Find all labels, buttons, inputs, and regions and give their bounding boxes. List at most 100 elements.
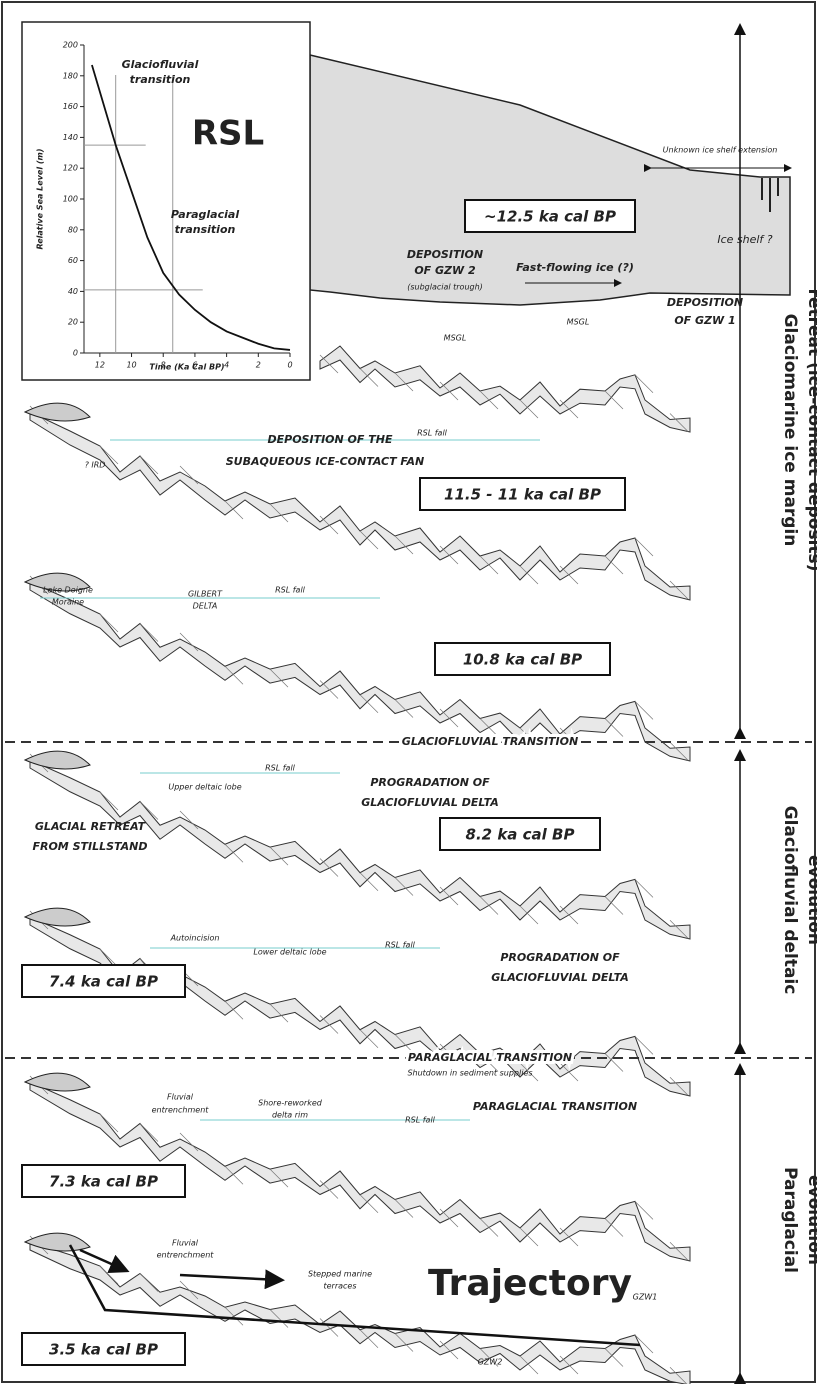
inset-frame <box>21 21 311 381</box>
divider-label: GLACIOFLUVIAL TRANSITION <box>402 735 578 748</box>
sediment-body <box>29 916 691 1097</box>
annotation: transition <box>130 73 191 86</box>
phase-label: retreat (ice-contact deposits) <box>804 289 817 572</box>
annotation: Trajectory <box>428 1263 632 1304</box>
y-tick-label: 40 <box>68 287 78 296</box>
strata-line <box>479 1218 499 1237</box>
strata-line <box>519 565 539 585</box>
strata-line <box>359 872 379 891</box>
strata-line <box>604 1053 624 1072</box>
strata-line <box>669 1242 689 1261</box>
time-box <box>21 964 186 998</box>
strata-line <box>224 844 244 863</box>
strata-line <box>634 879 654 898</box>
strata-line <box>634 374 654 394</box>
annotation: Upper deltaic lobe <box>168 783 241 792</box>
strata-line <box>269 846 289 866</box>
annotation: entrenchment <box>157 1251 215 1260</box>
annotation: RSL fall <box>417 429 448 438</box>
y-tick-label: 160 <box>63 102 78 111</box>
strata-line <box>394 1333 414 1352</box>
strata-line <box>439 1340 459 1360</box>
strata-line <box>669 742 689 761</box>
strata-line <box>224 500 244 520</box>
annotation: RSL fall <box>265 764 296 773</box>
strata-line <box>634 701 654 720</box>
annotation: Moraine <box>52 598 84 607</box>
strata-line <box>519 905 539 925</box>
strata-line <box>669 1367 688 1384</box>
strata-line <box>139 623 159 642</box>
phase-label: Glaciomarine ice margin <box>780 314 800 547</box>
phase-label: Paraglacial <box>780 1167 800 1273</box>
annotation: MSGL <box>567 318 590 327</box>
strata-line <box>269 503 289 523</box>
strata-line <box>269 1168 289 1188</box>
strata-line <box>559 399 579 419</box>
sediment-body <box>29 759 691 940</box>
strata-line <box>224 666 244 685</box>
strata-line <box>669 413 689 432</box>
time-label: 10.8 ka cal BP <box>463 651 582 669</box>
strata-line <box>179 810 199 830</box>
strata-line <box>634 1036 654 1055</box>
strata-line <box>669 580 689 600</box>
annotation: FROM STILLSTAND <box>32 840 147 853</box>
x-axis-label: Time (Ka Cal BP) <box>149 363 224 372</box>
strata-line <box>604 718 624 737</box>
strata-line <box>179 1280 199 1300</box>
strata-line <box>519 1227 539 1247</box>
crevasses <box>761 178 779 212</box>
time-box <box>434 642 611 676</box>
annotation: DELTA <box>193 602 218 611</box>
time-box <box>21 1164 186 1198</box>
strata-line <box>559 1062 579 1082</box>
annotation: GILBERT <box>188 590 223 599</box>
strata-line <box>359 530 379 550</box>
x-tick-label: 6 <box>192 361 197 370</box>
annotation: Lake Doigne <box>43 586 93 595</box>
trajectory-arrow <box>79 1248 130 1274</box>
strata-line <box>439 381 459 401</box>
strata-line <box>559 905 579 925</box>
y-tick-label: 0 <box>73 349 78 358</box>
strata-line <box>319 1015 339 1034</box>
annotation: delta rim <box>272 1111 308 1120</box>
strata-line <box>559 1227 579 1247</box>
annotation: Stepped marine <box>308 1270 372 1279</box>
strata-line <box>439 1208 459 1228</box>
time-box <box>419 477 626 511</box>
time-box <box>439 817 601 851</box>
strata-line <box>99 1265 119 1285</box>
annotation: PROGRADATION OF <box>500 951 620 964</box>
ice-lobe <box>23 907 91 927</box>
annotation: RSL fall <box>275 586 306 595</box>
strata-line <box>394 699 414 718</box>
ice-lobe <box>23 402 91 422</box>
strata-line <box>634 1334 654 1354</box>
strata-line <box>669 1077 689 1096</box>
strata-line <box>269 1003 289 1023</box>
sediment-body <box>29 581 691 762</box>
annotation: Fluvial <box>172 1239 199 1248</box>
strata-line <box>269 1309 289 1328</box>
time-box <box>21 1332 186 1366</box>
rsl-curve <box>91 64 291 351</box>
strata-line <box>179 1132 199 1152</box>
strata-line <box>439 886 459 906</box>
annotation: SUBAQUEOUS ICE-CONTACT FAN <box>226 455 425 468</box>
phase-label: evolution <box>804 855 817 945</box>
sediment-body <box>319 345 691 433</box>
annotation: GLACIOFLUVIAL DELTA <box>361 796 499 809</box>
strata-line <box>479 1053 499 1072</box>
strata-line <box>559 565 579 585</box>
strata-line <box>359 694 379 713</box>
strata-line <box>604 1218 624 1237</box>
strata-line <box>394 877 414 896</box>
annotation: PARAGLACIAL TRANSITION <box>473 1100 637 1113</box>
strata-line <box>394 372 414 392</box>
strata-line <box>479 555 499 575</box>
annotation: Ice shelf ? <box>717 233 772 246</box>
strata-line <box>439 545 459 565</box>
